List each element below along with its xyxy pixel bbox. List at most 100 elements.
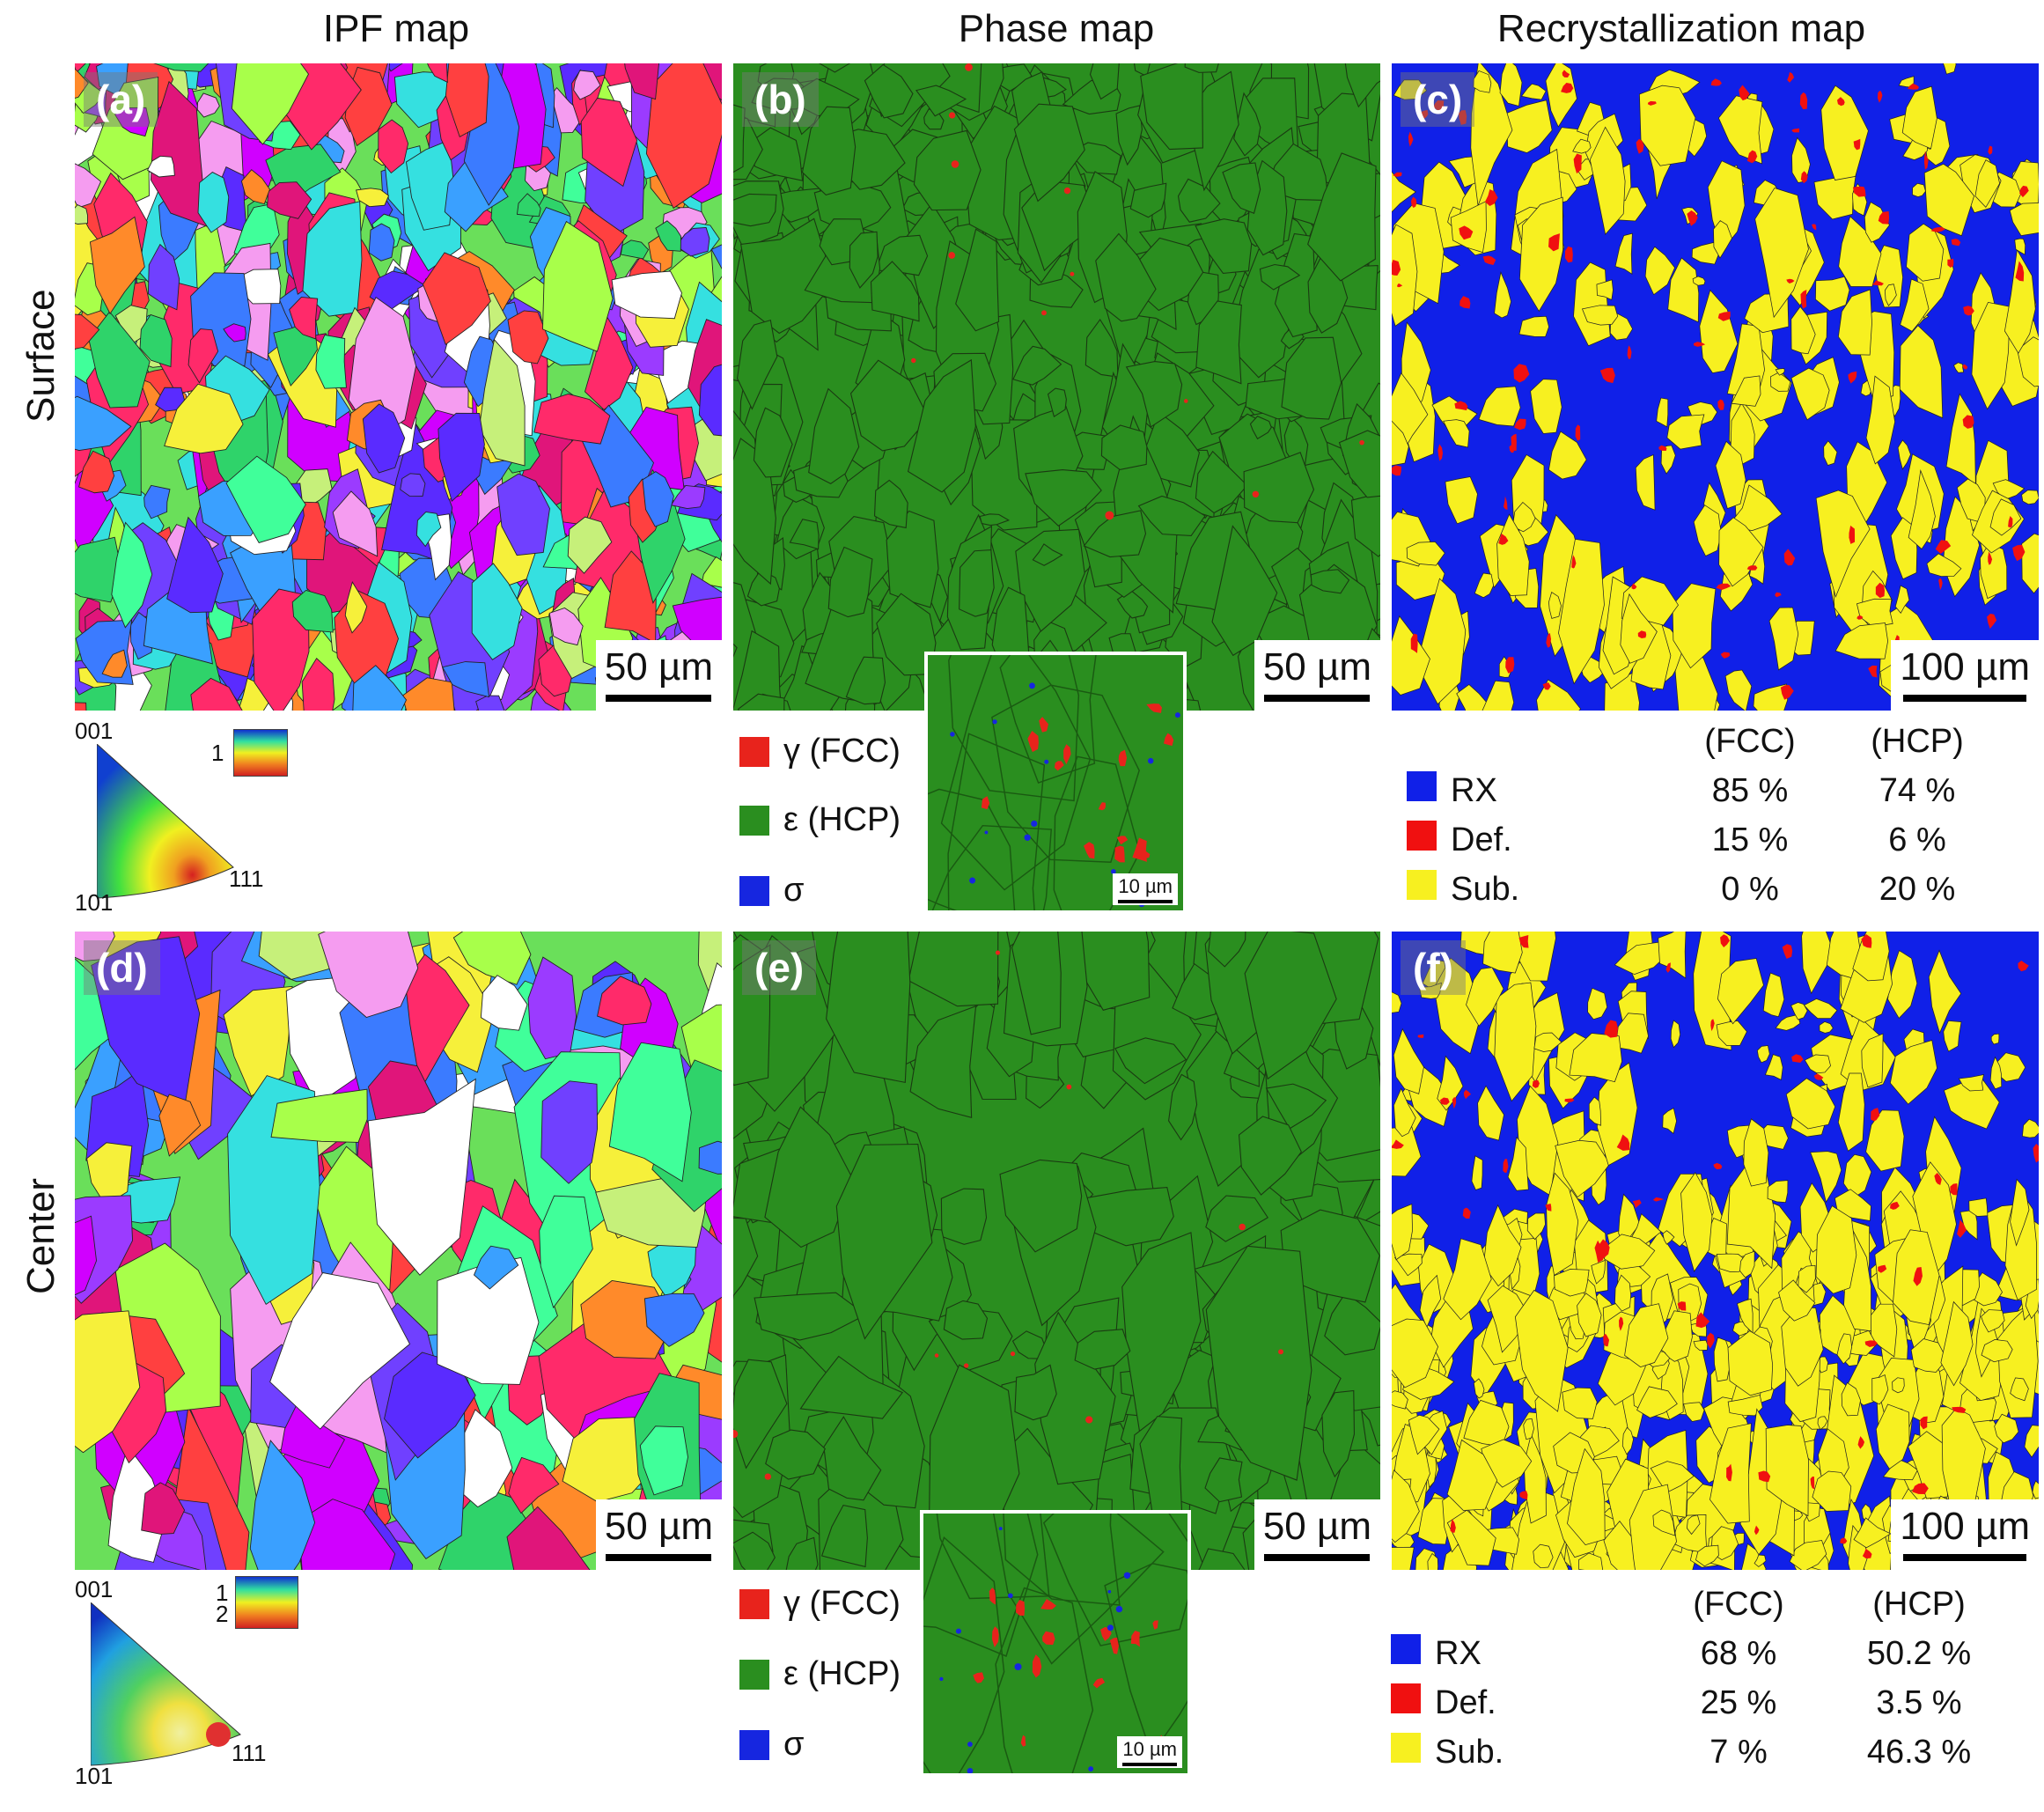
legend-sigma-label: σ <box>783 872 805 909</box>
rx-row-fcc: 15 % <box>1711 821 1789 858</box>
scale-text-b: 50 µm <box>1262 645 1371 689</box>
ipf-map-center <box>75 932 722 1570</box>
ipf-colorbar-bottom <box>235 1576 298 1629</box>
legend-gamma-top: γ (FCC) <box>739 733 901 770</box>
column-title-ipf: IPF map <box>322 7 470 50</box>
rx-table-bottom: (FCC) (HCP) RX 68 % 50.2 % Def. 25 % 3.5 % Su… <box>1391 1580 2011 1777</box>
ipf-colorbar-tick-1: 1 <box>211 740 224 766</box>
legend-sigma-bottom: σ <box>739 1726 804 1764</box>
rx-row-fcc: 7 % <box>1709 1733 1768 1771</box>
ipf-triangle-icon <box>97 744 234 899</box>
swatch-gamma <box>739 1588 769 1619</box>
scale-bar-e: 50 µm <box>1254 1499 1380 1570</box>
rx-row-fcc: 0 % <box>1721 870 1779 908</box>
panel-label-c: (c) <box>1401 72 1475 127</box>
legend-gamma-label: γ (FCC) <box>783 733 901 770</box>
phase-inset-map-surface <box>928 655 1183 910</box>
panel-e-phase-center: (e) 50 µm <box>733 932 1380 1570</box>
ipf-colorbar-top <box>233 729 288 777</box>
legend-gamma-bottom: γ (FCC) <box>739 1585 901 1623</box>
ipf-colorbar-tick-2: 2 <box>216 1601 229 1627</box>
ipf-colorbar-tick-1: 1 <box>216 1580 229 1606</box>
ipf-corner-101: 101 <box>75 889 114 916</box>
rx-row-name: RX <box>1435 1634 1482 1672</box>
rx-row-hcp: 74 % <box>1879 771 1956 809</box>
rx-row-bottom: RX 68 % 50.2 % <box>1391 1629 2011 1678</box>
rx-header-hcp-bottom: (HCP) <box>1872 1586 1966 1623</box>
panel-d-ipf-center: (d) 50 µm <box>75 932 722 1570</box>
ipf-map-surface <box>75 63 722 711</box>
panel-label-b: (b) <box>742 72 819 127</box>
ipf-key-bottom: 001 101 111 1 2 <box>75 1576 357 1789</box>
ipf-corner-101: 101 <box>75 1763 114 1789</box>
inset-scale-e: 10 µm <box>1117 1736 1182 1768</box>
swatch-def <box>1407 821 1437 851</box>
ipf-corner-111: 111 <box>232 1740 267 1766</box>
rx-row-name: Def. <box>1435 1683 1496 1721</box>
rx-row-name: RX <box>1451 771 1497 809</box>
ipf-corner-001: 001 <box>75 718 114 744</box>
scale-bar-f: 100 µm <box>1891 1499 2039 1570</box>
swatch-sub <box>1391 1733 1421 1763</box>
rx-row-hcp: 50.2 % <box>1866 1634 1972 1672</box>
rx-row-fcc: 68 % <box>1700 1634 1777 1672</box>
legend-epsilon-bottom: ε (HCP) <box>739 1655 901 1693</box>
swatch-epsilon <box>739 1659 769 1690</box>
legend-epsilon-top: ε (HCP) <box>739 801 901 839</box>
scale-bar-d: 50 µm <box>595 1499 722 1570</box>
rx-row-hcp: 46.3 % <box>1866 1733 1972 1771</box>
legend-gamma-label: γ (FCC) <box>783 1585 901 1622</box>
ipf-corner-111: 111 <box>229 865 264 892</box>
panel-f-rx-center: (f) 100 µm <box>1392 932 2039 1570</box>
legend-sigma-top: σ <box>739 872 804 910</box>
rx-row-bottom: Def. 25 % 3.5 % <box>1391 1678 2011 1727</box>
column-title-phase: Phase map <box>958 7 1155 50</box>
panel-label-f: (f) <box>1401 940 1466 995</box>
rx-row-top: Sub. 0 % 20 % <box>1407 865 2005 914</box>
rx-row-top: RX 85 % 74 % <box>1407 766 2005 815</box>
rx-header-hcp-top: (HCP) <box>1871 723 1964 760</box>
rx-row-name: Sub. <box>1451 870 1520 908</box>
phase-map-center <box>733 932 1380 1570</box>
scale-bar-a: 50 µm <box>595 640 722 711</box>
column-title-recrystallization: Recrystallization map <box>1496 7 1866 50</box>
ipf-corner-001: 001 <box>75 1576 114 1602</box>
rx-row-fcc: 85 % <box>1711 771 1789 809</box>
rx-row-name: Sub. <box>1435 1733 1504 1771</box>
inset-scale-text-b: 10 µm <box>1118 875 1173 897</box>
legend-epsilon-label: ε (HCP) <box>783 1655 901 1692</box>
panel-label-a: (a) <box>84 72 158 127</box>
panel-a-ipf-surface: (a) 50 µm <box>75 63 722 711</box>
panel-c-rx-surface: (c) 100 µm <box>1392 63 2039 711</box>
legend-epsilon-label: ε (HCP) <box>783 801 901 838</box>
scale-text-e: 50 µm <box>1262 1505 1371 1548</box>
phase-inset-center: 10 µm <box>920 1510 1191 1777</box>
swatch-epsilon <box>739 805 769 836</box>
rx-row-top: Def. 15 % 6 % <box>1407 815 2005 865</box>
scale-text-d: 50 µm <box>604 1505 713 1548</box>
swatch-sigma <box>739 1729 769 1760</box>
legend-sigma-label: σ <box>783 1726 805 1763</box>
ipf-key-top: 001 101 111 1 <box>75 718 339 916</box>
row-title-center: Center <box>19 1177 62 1294</box>
panel-label-d: (d) <box>84 940 160 995</box>
rx-row-hcp: 3.5 % <box>1876 1683 1962 1721</box>
scale-text-a: 50 µm <box>604 645 713 689</box>
row-title-surface: Surface <box>19 289 62 423</box>
scale-text-f: 100 µm <box>1900 1505 2030 1548</box>
rx-row-hcp: 20 % <box>1879 870 1956 908</box>
rx-row-fcc: 25 % <box>1700 1683 1777 1721</box>
rx-map-center <box>1392 932 2039 1570</box>
rx-row-hcp: 6 % <box>1888 821 1946 858</box>
scale-text-c: 100 µm <box>1900 645 2030 689</box>
swatch-rx <box>1391 1634 1421 1664</box>
panel-b-phase-surface: (b) 50 µm <box>733 63 1380 711</box>
rx-table-top: (FCC) (HCP) RX 85 % 74 % Def. 15 % 6 % Sub. 0 … <box>1407 718 2005 914</box>
rx-header-fcc-bottom: (FCC) <box>1693 1586 1784 1623</box>
phase-inset-surface: 10 µm <box>924 652 1187 914</box>
swatch-rx <box>1407 771 1437 801</box>
phase-inset-map-center <box>923 1514 1187 1773</box>
swatch-sub <box>1407 870 1437 900</box>
panel-label-e: (e) <box>742 940 817 995</box>
scale-bar-b: 50 µm <box>1254 640 1380 711</box>
